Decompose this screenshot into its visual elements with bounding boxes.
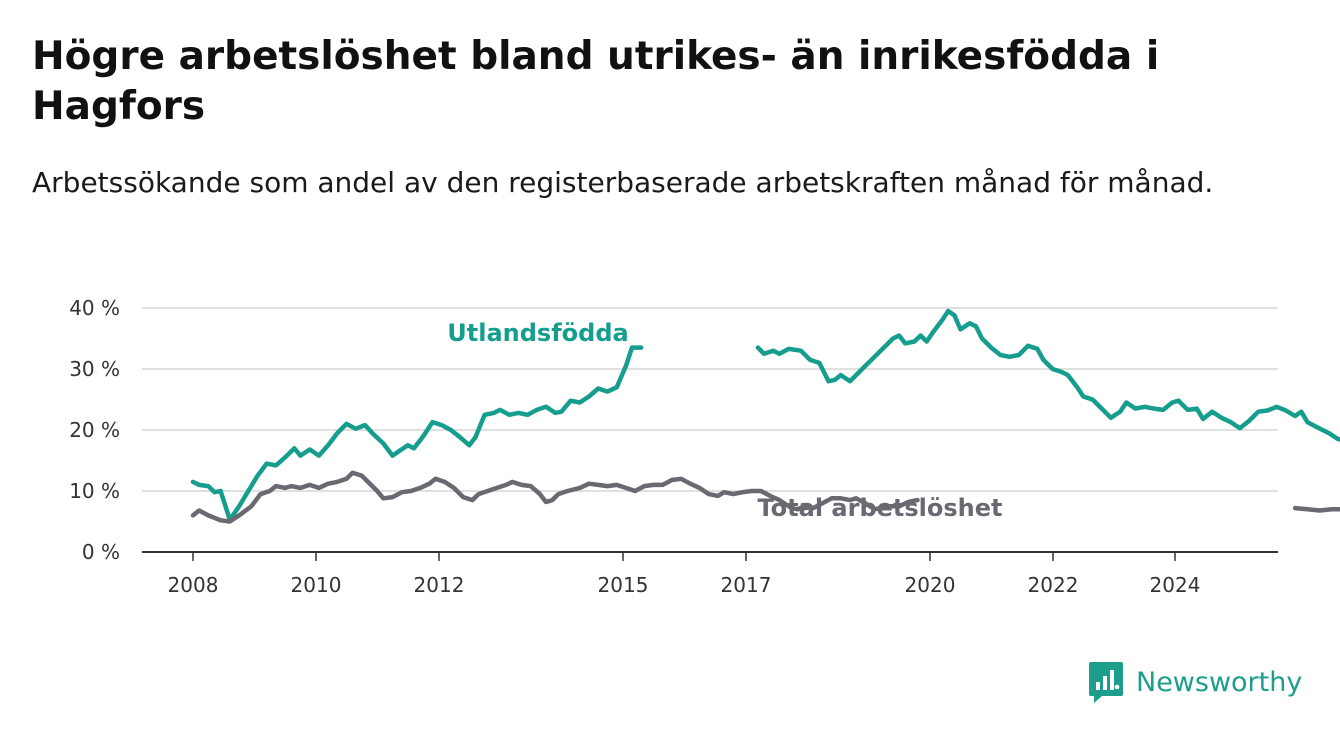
x-tick-label: 2015	[598, 573, 649, 597]
x-tick-label: 2012	[414, 573, 465, 597]
chart-subtitle: Arbetssökande som andel av den registerb…	[32, 166, 1214, 199]
series-line	[190, 345, 644, 522]
series-line	[755, 308, 1340, 442]
x-tick-label: 2022	[1028, 573, 1079, 597]
y-tick-label: 10 %	[69, 479, 120, 503]
y-tick-label: 0 %	[82, 540, 120, 564]
series-line	[1292, 505, 1340, 513]
newsworthy-logo: Newsworthy	[1088, 660, 1302, 704]
y-tick-label: 30 %	[69, 357, 120, 381]
x-tick-label: 2024	[1150, 573, 1201, 597]
gridlines	[142, 307, 1278, 553]
series-lines	[190, 308, 1340, 524]
chart-title: Högre arbetslöshet bland utrikes- än inr…	[32, 34, 1160, 129]
brand-name: Newsworthy	[1136, 666, 1303, 698]
x-tick-label: 2010	[291, 573, 342, 597]
y-tick-label: 20 %	[69, 418, 120, 442]
bar-chart-icon	[1089, 662, 1123, 703]
y-axis-ticks: 0 % 10 % 20 % 30 % 40 %	[69, 296, 120, 564]
x-axis-ticks: 2008 2010 2012 2015 2017 2020 2022 2024	[168, 552, 1201, 597]
series-label-utlandsfodda: Utlandsfödda	[447, 319, 628, 347]
x-tick-label: 2017	[721, 573, 772, 597]
series-label-total: Total arbetslöshet	[757, 494, 1002, 522]
x-tick-label: 2020	[905, 573, 956, 597]
series-line	[190, 470, 920, 524]
y-tick-label: 40 %	[69, 296, 120, 320]
x-tick-label: 2008	[168, 573, 219, 597]
